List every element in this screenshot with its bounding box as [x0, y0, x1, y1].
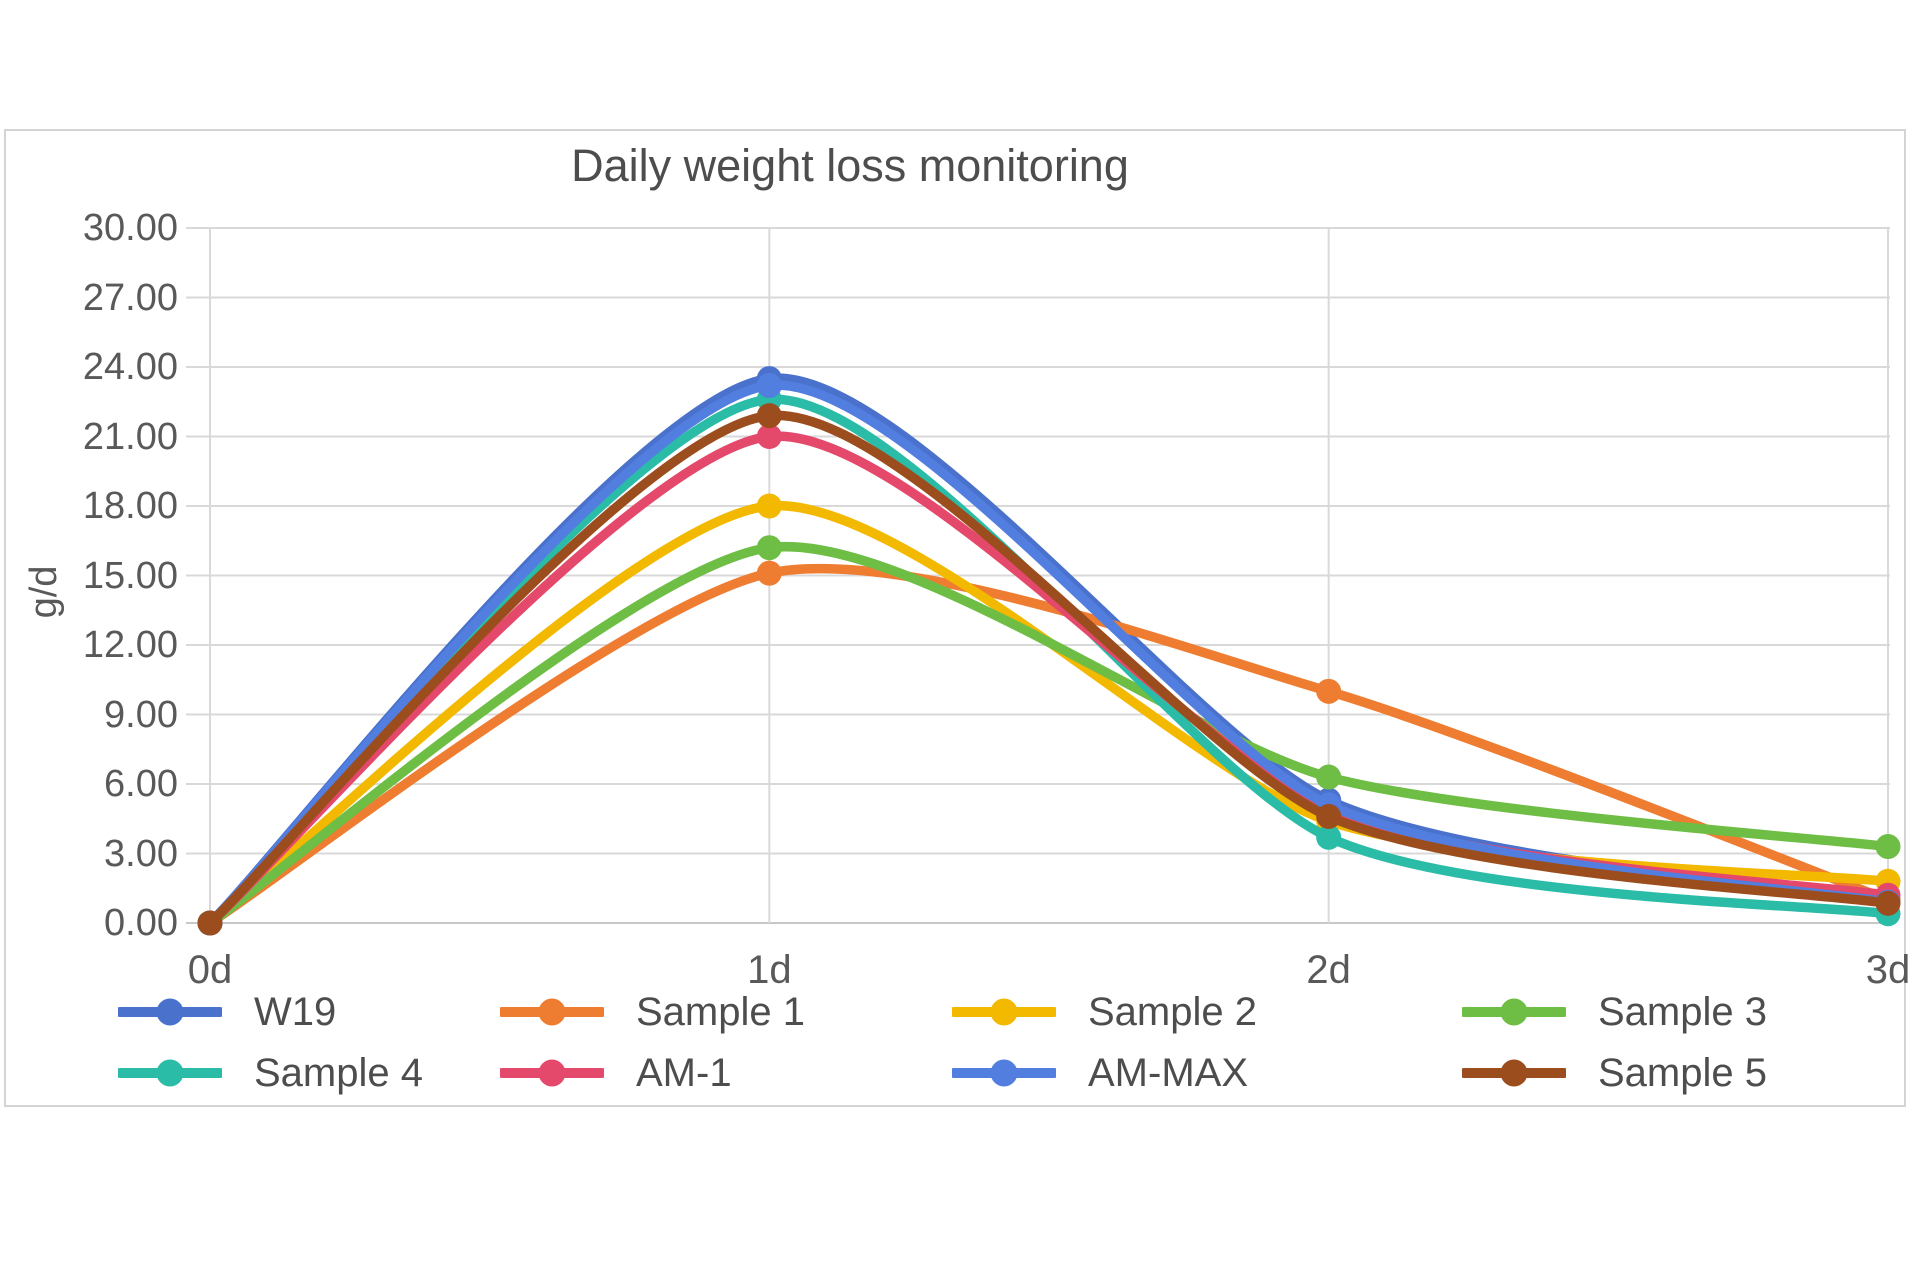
legend-key-icon	[118, 998, 222, 1026]
y-tick-label: 9.00	[104, 693, 178, 736]
y-tick-label: 30.00	[82, 207, 178, 249]
legend-key-icon	[118, 1059, 222, 1087]
y-tick-label: 18.00	[82, 485, 178, 527]
chart-title: Daily weight loss monitoring	[571, 140, 1129, 191]
legend-item-label: Sample 1	[636, 989, 805, 1034]
legend-item-label: Sample 5	[1598, 1050, 1767, 1095]
legend-item-sample-2: Sample 2	[952, 981, 1257, 1043]
legend-item-label: Sample 2	[1088, 989, 1257, 1034]
legend-item-sample-4: Sample 4	[118, 1042, 423, 1104]
legend-item-sample-3: Sample 3	[1462, 981, 1767, 1043]
x-tick-label: 0d	[187, 948, 233, 992]
y-tick-label: 27.00	[82, 276, 178, 319]
legend-item-sample-5: Sample 5	[1462, 1042, 1767, 1104]
legend-item-label: AM-1	[636, 1050, 732, 1095]
y-tick-label: 21.00	[82, 415, 178, 458]
chart-frame	[4, 129, 1906, 1107]
y-tick-label: 15.00	[82, 554, 178, 597]
x-tick-label: 1d	[747, 948, 792, 992]
y-tick-label: 6.00	[104, 763, 178, 805]
legend-key-icon	[500, 998, 604, 1026]
legend-item-label: AM-MAX	[1088, 1050, 1248, 1095]
legend-item-w19: W19	[118, 981, 336, 1043]
legend-item-am-1: AM-1	[500, 1042, 732, 1104]
legend-key-icon	[952, 1059, 1056, 1087]
y-tick-label: 12.00	[82, 624, 178, 666]
y-tick-label: 0.00	[104, 902, 178, 944]
legend-key-icon	[952, 998, 1056, 1026]
legend-item-label: Sample 4	[254, 1050, 423, 1095]
x-tick-label: 2d	[1306, 948, 1351, 992]
y-tick-label: 24.00	[82, 346, 178, 388]
legend-item-label: W19	[254, 989, 337, 1034]
legend-key-icon	[1462, 1059, 1566, 1087]
legend-item-label: Sample 3	[1598, 989, 1767, 1034]
legend-key-icon	[1462, 998, 1566, 1026]
legend-item-am-max: AM-MAX	[952, 1042, 1248, 1104]
legend-key-icon	[500, 1059, 604, 1087]
x-tick-label: 3d	[1865, 948, 1911, 992]
legend-item-sample-1: Sample 1	[500, 981, 805, 1043]
y-tick-label: 3.00	[104, 832, 178, 875]
